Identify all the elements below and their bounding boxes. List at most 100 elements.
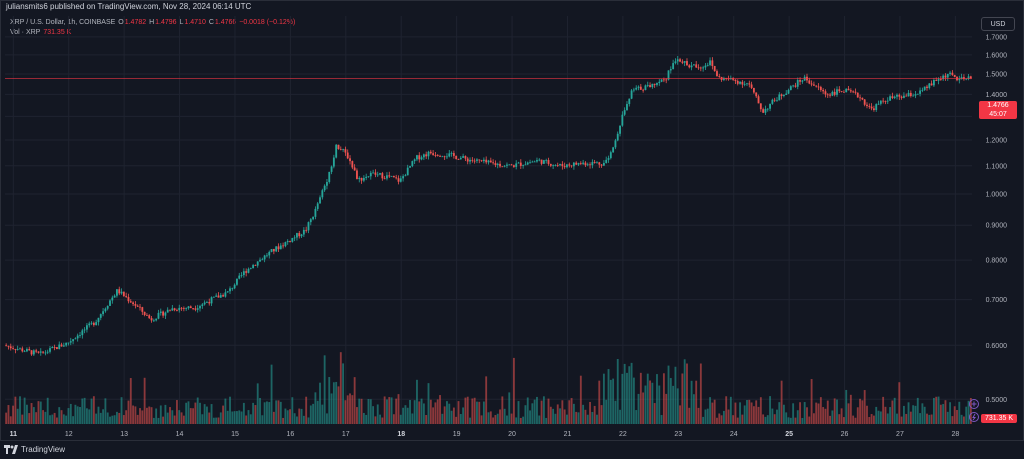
candle-body	[390, 175, 393, 177]
volume-bar	[725, 396, 728, 424]
volume-bar	[667, 365, 670, 424]
volume-bar	[427, 383, 430, 424]
candle-body	[646, 85, 649, 86]
volume-bar	[268, 402, 271, 424]
volume-bar	[582, 404, 585, 424]
volume-bar	[9, 416, 12, 424]
volume-bar	[644, 385, 647, 424]
candle-body	[854, 91, 857, 93]
volume-bar	[642, 392, 645, 424]
volume-bar	[337, 386, 340, 424]
candle-body	[272, 249, 275, 252]
volume-bar	[187, 401, 190, 424]
volume-bar	[425, 415, 428, 424]
candle-body	[441, 156, 444, 158]
volume-bar	[46, 397, 49, 424]
volume-bar	[309, 405, 312, 424]
volume-bar	[277, 400, 280, 424]
x-tick-label: 11	[10, 431, 18, 438]
volume-bar	[404, 405, 407, 424]
volume-bar	[176, 400, 178, 424]
candle-body	[559, 164, 561, 166]
volume-bar	[782, 404, 785, 424]
volume-bar	[296, 416, 298, 424]
candle-body	[362, 177, 365, 181]
candle-body	[829, 94, 831, 96]
candle-body	[351, 161, 354, 168]
volume-bar	[305, 396, 308, 424]
candle-body	[944, 75, 947, 78]
x-tick-label: 21	[564, 431, 572, 438]
candle-body	[32, 350, 35, 355]
candle-body	[554, 165, 557, 166]
volume-bar	[736, 417, 739, 424]
candle-body	[72, 339, 75, 342]
volume-bar	[937, 396, 940, 424]
candle-body	[757, 96, 760, 104]
volume-bar	[884, 406, 887, 424]
candle-body	[79, 335, 81, 336]
candle-body	[584, 162, 587, 166]
volume-bar	[418, 401, 421, 424]
volume-bar	[586, 414, 589, 424]
candle-body	[476, 159, 478, 161]
volume-bar	[104, 398, 107, 424]
volume-bar	[469, 417, 471, 424]
volume-bar	[942, 404, 945, 424]
volume-bar	[307, 417, 310, 424]
volume-bar	[902, 405, 905, 424]
volume-bar	[946, 411, 949, 424]
volume-bar	[480, 415, 483, 424]
candle-body	[967, 76, 970, 79]
candle-body	[46, 351, 49, 353]
candle-body	[217, 295, 220, 298]
volume-bar	[139, 408, 141, 424]
candle-body	[155, 318, 158, 321]
volume-bar	[270, 364, 273, 424]
volume-bar	[842, 417, 845, 424]
currency-button[interactable]: USD	[981, 17, 1015, 31]
candle-body	[339, 149, 342, 150]
volume-bar	[116, 411, 118, 424]
candle-body	[53, 347, 56, 348]
volume-bar	[376, 404, 379, 424]
volume-bar	[572, 403, 575, 424]
volume-bar	[129, 378, 132, 424]
volume-bar	[23, 397, 26, 424]
volume-bar	[962, 416, 965, 424]
volume-label[interactable]: Vol · XRP	[10, 29, 41, 36]
volume-bar	[720, 415, 723, 424]
candle-body	[716, 71, 718, 77]
volume-bar	[960, 414, 963, 424]
candle-body	[316, 203, 319, 209]
x-tick-label: 12	[65, 431, 73, 438]
volume-bar	[106, 412, 109, 424]
volume-bar	[676, 388, 679, 424]
symbol-name[interactable]: XRP / U.S. Dollar, 1h, COINBASE	[10, 19, 116, 26]
candle-body	[319, 197, 321, 204]
price-chart[interactable]: 1.70001.60001.50001.40001.30001.20001.10…	[0, 0, 1024, 440]
volume-bar	[879, 411, 882, 424]
candle-body	[579, 163, 582, 164]
volume-bar	[898, 382, 901, 424]
candle-body	[875, 104, 878, 111]
volume-bar	[42, 410, 45, 424]
volume-bar	[196, 397, 199, 424]
volume-bar	[739, 402, 741, 424]
tradingview-logo[interactable]: TradingView	[4, 445, 65, 454]
volume-bar	[49, 415, 51, 424]
volume-bar	[342, 363, 345, 424]
volume-bar	[517, 401, 520, 424]
candle-body	[582, 162, 585, 164]
candle-body	[635, 87, 638, 90]
volume-bar	[434, 402, 437, 424]
close-value: 1.4766	[214, 19, 237, 26]
volume-bar	[741, 414, 744, 424]
volume-bar	[284, 408, 287, 424]
candle-body	[365, 176, 368, 178]
candle-body	[219, 295, 222, 298]
volume-bar	[932, 397, 935, 424]
volume-bar	[561, 400, 564, 424]
candle-body	[533, 161, 536, 163]
candle-body	[815, 85, 818, 87]
